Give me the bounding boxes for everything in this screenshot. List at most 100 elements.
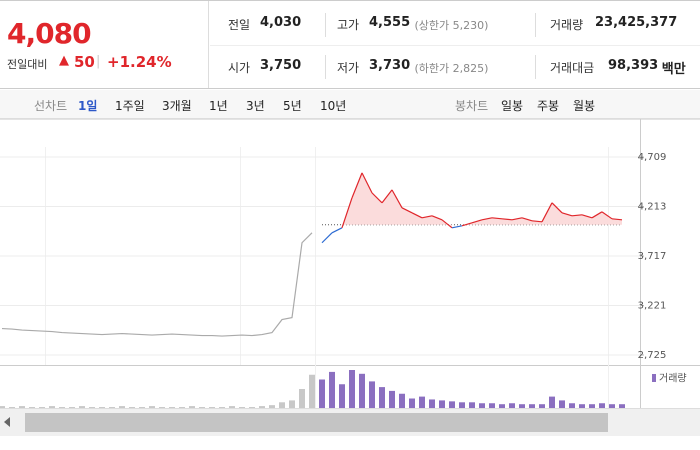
price-segment bbox=[481, 217, 493, 221]
area-up bbox=[502, 218, 512, 225]
row-sep bbox=[210, 45, 700, 46]
y-tick-label: 2,725 bbox=[638, 350, 667, 361]
stat-note: (하한가 2,825) bbox=[414, 62, 489, 75]
price-segment bbox=[431, 215, 443, 221]
y-tick-label: 4,709 bbox=[638, 152, 667, 163]
volume-bar bbox=[459, 402, 465, 408]
volume-bar bbox=[559, 400, 565, 408]
candle-tab[interactable]: 일봉 bbox=[501, 99, 524, 113]
area-up bbox=[552, 202, 562, 225]
period-tab[interactable]: 10년 bbox=[320, 99, 347, 113]
volume-bar bbox=[289, 400, 295, 408]
price-segment bbox=[471, 219, 483, 224]
scroll-thumb[interactable] bbox=[25, 413, 608, 432]
sep bbox=[535, 55, 536, 79]
price-segment bbox=[501, 218, 513, 221]
price-segment bbox=[511, 217, 523, 221]
period-tab[interactable]: 3개월 bbox=[162, 99, 192, 113]
volume-bar bbox=[299, 389, 305, 408]
price-segment bbox=[571, 214, 583, 217]
price-segment bbox=[341, 197, 353, 228]
volume-bar bbox=[549, 396, 555, 408]
volume-bar bbox=[309, 374, 315, 408]
area-up bbox=[422, 215, 432, 225]
period-tab[interactable]: 1일 bbox=[78, 99, 98, 113]
current-price: 4,080 bbox=[7, 17, 92, 50]
period-tab[interactable]: 5년 bbox=[283, 99, 302, 113]
volume-bar bbox=[79, 406, 85, 408]
price-segment bbox=[321, 232, 333, 244]
volume-bar bbox=[519, 404, 525, 408]
volume-bar bbox=[39, 407, 45, 408]
candle-tab[interactable]: 월봉 bbox=[573, 99, 596, 113]
change-label: 전일대비 bbox=[7, 58, 48, 71]
history-line bbox=[1, 232, 313, 337]
volume-bar bbox=[219, 407, 225, 408]
legend-swatch bbox=[652, 374, 656, 382]
stat-value: 3,750 bbox=[260, 58, 302, 73]
stat-label: 시가 bbox=[228, 61, 251, 75]
volume-bar bbox=[69, 407, 75, 408]
price-segment bbox=[391, 189, 403, 209]
area-up bbox=[612, 218, 622, 225]
price-segment bbox=[601, 211, 613, 220]
price-segment bbox=[591, 211, 603, 219]
y-tick-label: 3,221 bbox=[638, 301, 667, 312]
stat-label: 거래량 bbox=[550, 18, 584, 32]
quote-summary: 4,080 전일대비 ▲ 50 | +1.24% 전일 4,030 고가 4,555(… bbox=[0, 0, 700, 89]
volume-bar bbox=[349, 370, 355, 408]
legend-label: 거래량 bbox=[659, 373, 687, 385]
area-up bbox=[492, 217, 502, 225]
area-up bbox=[562, 212, 572, 225]
volume-bar bbox=[469, 402, 475, 408]
price-segment bbox=[541, 202, 553, 223]
volume-bar bbox=[449, 401, 455, 408]
stat-value: 4,555 bbox=[369, 15, 411, 30]
area-up bbox=[572, 214, 582, 225]
chart-bg bbox=[0, 119, 700, 408]
volume-bar bbox=[589, 404, 595, 408]
price-segment bbox=[611, 218, 623, 221]
price-segment bbox=[381, 189, 393, 204]
scroll-left[interactable] bbox=[4, 417, 10, 427]
volume-bar bbox=[59, 407, 65, 408]
area-up bbox=[412, 212, 422, 225]
price-segment bbox=[371, 192, 383, 204]
volume-bar bbox=[329, 371, 335, 408]
period-tab[interactable]: 1년 bbox=[209, 99, 228, 113]
volume-bar bbox=[369, 381, 375, 408]
volume-bar bbox=[99, 407, 105, 408]
area-up bbox=[432, 215, 442, 225]
volume-bar bbox=[89, 407, 95, 408]
volume-bar bbox=[0, 406, 5, 408]
volume-bar bbox=[249, 407, 255, 408]
scrollbar[interactable] bbox=[0, 408, 700, 436]
volume-bar bbox=[429, 399, 435, 408]
price-segment bbox=[351, 172, 363, 199]
price-segment bbox=[451, 225, 463, 229]
divider: | bbox=[96, 54, 101, 69]
stat-value: 23,425,377 bbox=[595, 15, 678, 30]
volume-bar bbox=[119, 406, 125, 408]
stat-value: 4,030 bbox=[260, 15, 302, 30]
candle-tab[interactable]: 주봉 bbox=[537, 99, 560, 113]
volume-bar bbox=[409, 398, 415, 408]
period-tab[interactable]: 1주일 bbox=[115, 99, 145, 113]
price-segment bbox=[491, 217, 503, 220]
area-up bbox=[392, 189, 402, 225]
period-tab[interactable]: 3년 bbox=[246, 99, 265, 113]
volume-bar bbox=[439, 400, 445, 408]
volume-bar bbox=[129, 407, 135, 408]
volume-bar bbox=[489, 403, 495, 408]
volume-bar bbox=[199, 407, 205, 408]
sep bbox=[325, 55, 326, 79]
stat-note: (상한가 5,230) bbox=[414, 19, 489, 32]
volume-bar bbox=[579, 404, 585, 408]
y-tick-label: 3,717 bbox=[638, 251, 667, 262]
change-percent: +1.24% bbox=[107, 53, 172, 71]
price-segment bbox=[521, 217, 533, 222]
sep bbox=[535, 13, 536, 37]
stat-label: 고가 bbox=[337, 18, 360, 32]
period-tabs: 선차트 1일 1주일 3개월 1년 3년 5년 10년 봉차트 일봉 주봉 월봉 bbox=[0, 90, 700, 119]
